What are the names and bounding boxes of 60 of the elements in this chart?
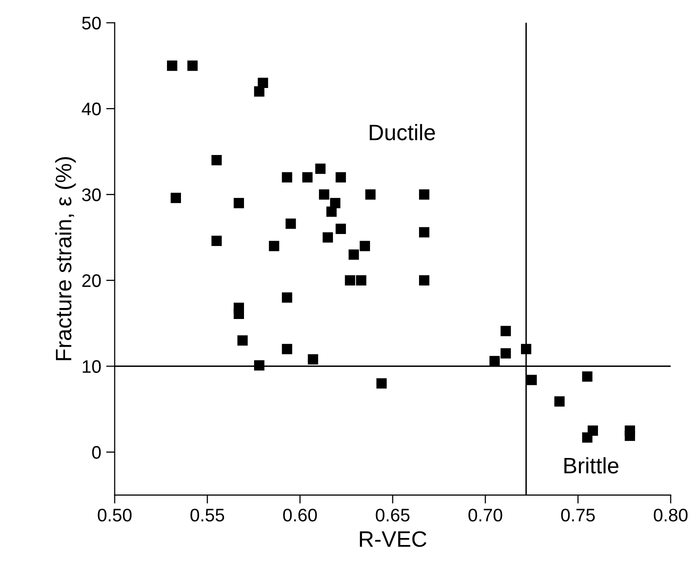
point (588, 425, 598, 436)
x-tick-label: 0.75 (561, 508, 595, 522)
point (344, 275, 356, 286)
point (237, 335, 248, 346)
point (170, 192, 181, 204)
point (376, 378, 387, 389)
point (254, 360, 264, 371)
point (254, 86, 264, 97)
point (268, 240, 280, 252)
point (526, 374, 537, 386)
point (624, 430, 636, 441)
y-tick-label: 30 (82, 188, 101, 202)
point (282, 172, 292, 182)
point (326, 206, 337, 217)
y-tick-label: 50 (82, 16, 101, 30)
y-tick-label: 40 (82, 102, 101, 116)
x-axis-title: R-VEC (360, 531, 426, 547)
y-tick-label: 10 (82, 360, 101, 373)
point (365, 189, 376, 200)
point (336, 172, 346, 182)
x-tick-label: 0.70 (468, 508, 502, 522)
point (315, 164, 326, 174)
point (520, 344, 532, 354)
point (187, 60, 198, 71)
x-tick-label: 0.55 (190, 508, 224, 522)
point (500, 326, 511, 336)
point (582, 371, 592, 382)
point (419, 275, 430, 286)
point (489, 356, 500, 366)
annotation: Ductile (370, 124, 435, 140)
point (419, 189, 430, 200)
point (282, 292, 292, 303)
point (348, 249, 359, 260)
point (234, 198, 244, 208)
point (500, 348, 511, 358)
point (302, 172, 313, 182)
point (258, 78, 268, 88)
point (330, 198, 340, 208)
point (234, 308, 244, 319)
point (282, 344, 292, 354)
point (336, 224, 346, 234)
point (211, 236, 222, 246)
point (308, 354, 318, 365)
point (322, 232, 333, 243)
y-axis-title: Fracture strain, ε (%) (55, 157, 76, 360)
point (360, 240, 370, 252)
y-tick-label: 20 (82, 274, 101, 288)
point (318, 189, 330, 200)
x-tick-label: 0.60 (283, 508, 317, 522)
y-tick-label: 0 (92, 446, 101, 459)
point (419, 227, 430, 238)
point (166, 60, 178, 71)
x-tick-label: 0.50 (98, 508, 132, 522)
point (356, 275, 366, 286)
point (286, 218, 296, 229)
x-tick-label: 0.65 (376, 508, 410, 522)
annotation: Brittle (564, 457, 618, 474)
point (554, 396, 565, 407)
point (211, 154, 222, 166)
x-tick-label: 0.80 (654, 508, 688, 522)
